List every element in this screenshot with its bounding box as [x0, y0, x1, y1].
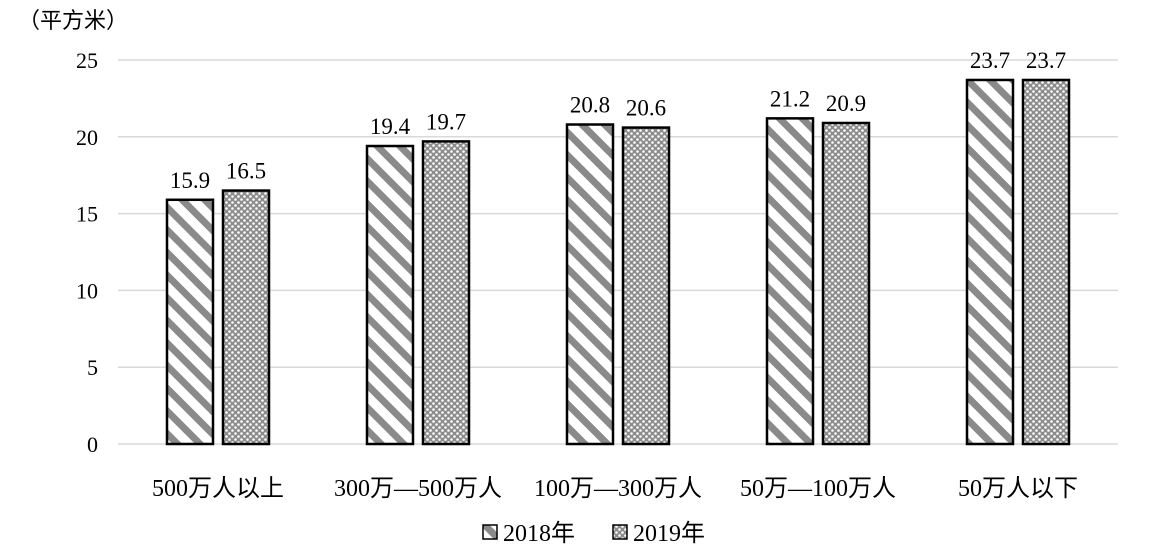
x-tick-label-4: 50万人以下 — [958, 476, 1078, 502]
data-label-2018-2: 20.8 — [570, 93, 610, 118]
bar-2018-1 — [365, 144, 415, 446]
data-label-2018-0: 15.9 — [170, 168, 210, 193]
bar-2019-4 — [1021, 78, 1071, 446]
data-label-2019-2: 20.6 — [626, 96, 666, 121]
legend-item-2018: 2018年 — [482, 520, 575, 547]
bar-2019-2 — [621, 126, 671, 446]
data-labels: 15.9 16.5 19.4 19.7 20.8 20.6 21.2 20.9 23.7 23.7 — [170, 48, 1066, 193]
y-tick-label-25: 25 — [76, 48, 98, 73]
x-axis-ticks: 500万人以上 300万—500万人 100万—300万人 50万—100万人 50万人… — [152, 475, 1078, 502]
legend-item-2019: 2019年 — [612, 520, 705, 547]
y-tick-label-10: 10 — [76, 278, 98, 303]
gridlines — [118, 59, 1118, 445]
y-tick-label-0: 0 — [87, 432, 98, 457]
y-axis-ticks: 0 5 10 15 20 25 — [76, 48, 98, 457]
legend-label-2018: 2018年 — [503, 520, 575, 547]
data-label-2018-4: 23.7 — [970, 48, 1010, 73]
data-label-2018-3: 21.2 — [770, 86, 810, 111]
x-tick-label-3: 50万—100万人 — [740, 476, 896, 502]
data-label-2019-0: 16.5 — [226, 159, 266, 184]
y-tick-label-20: 20 — [76, 125, 98, 150]
legend: 2018年 2019年 — [482, 520, 705, 547]
bar-2019-1 — [421, 140, 471, 446]
legend-label-2019: 2019年 — [633, 520, 705, 547]
y-tick-label-5: 5 — [87, 355, 98, 380]
legend-swatch-2019 — [612, 524, 628, 540]
bars — [165, 78, 1071, 446]
x-tick-label-1: 300万—500万人 — [334, 476, 502, 502]
data-label-2019-1: 19.7 — [426, 109, 466, 134]
x-tick-label-0: 500万人以上 — [152, 475, 284, 502]
data-label-2019-3: 20.9 — [826, 91, 866, 116]
data-label-2019-4: 23.7 — [1026, 48, 1066, 73]
y-tick-label-15: 15 — [76, 202, 98, 227]
bar-2018-3 — [765, 117, 815, 446]
bar-2018-2 — [565, 123, 615, 446]
bar-2019-3 — [821, 121, 871, 446]
bar-2019-0 — [221, 189, 271, 446]
bar-2018-4 — [965, 78, 1015, 446]
x-tick-label-2: 100万—300万人 — [534, 476, 702, 502]
data-label-2018-1: 19.4 — [370, 114, 411, 139]
y-unit-label: （平方米） — [18, 8, 128, 33]
bar-2018-0 — [165, 198, 215, 446]
legend-swatch-2018 — [482, 524, 498, 540]
